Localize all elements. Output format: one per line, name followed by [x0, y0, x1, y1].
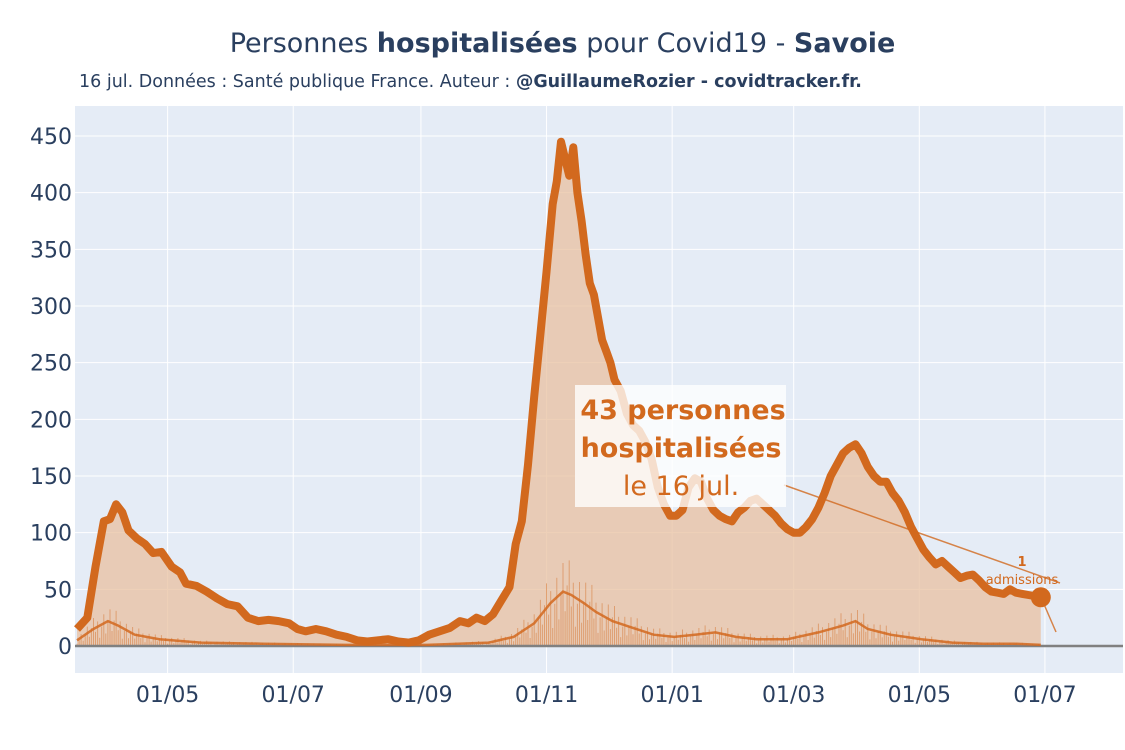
admissions-text: admissions	[986, 573, 1059, 588]
subtitle-author: @GuillaumeRozier - covidtracker.fr.	[515, 72, 862, 92]
annotation-date: le 16 jul.	[623, 471, 739, 502]
y-tick-label: 0	[58, 635, 72, 660]
y-tick-label: 350	[30, 238, 72, 263]
admissions-pointer	[783, 484, 1061, 584]
chart-title: Personnes hospitalisées pour Covid19 - S…	[0, 28, 1125, 59]
reanimations-line	[76, 590, 1041, 647]
x-tick-label: 01/01	[640, 683, 703, 708]
hospitalisations-line	[74, 137, 1042, 647]
y-tick-label: 50	[44, 578, 72, 603]
y-tick-label: 200	[30, 408, 72, 433]
y-tick-label: 400	[30, 182, 72, 207]
x-tick-label: 01/07	[1013, 683, 1076, 708]
y-tick-label: 300	[30, 295, 72, 320]
annotation-box: 43 personnes hospitalisées le 16 jul.	[575, 385, 786, 507]
hospitalisations-area	[77, 141, 1041, 646]
chart-subtitle: 16 jul. Données : Santé publique France.…	[79, 72, 862, 92]
admissions-count: 1	[1017, 555, 1026, 570]
x-tick-label: 01/11	[515, 683, 578, 708]
x-tick-label: 01/09	[389, 683, 452, 708]
title-prefix: Personnes	[229, 28, 377, 59]
x-tick-label: 01/07	[262, 683, 325, 708]
title-region: Savoie	[793, 28, 896, 59]
x-tick-label: 01/05	[888, 683, 951, 708]
title-bold: hospitalisées	[376, 28, 578, 59]
x-tick-label: 01/05	[136, 683, 199, 708]
subtitle-text: 16 jul. Données : Santé publique France.…	[79, 72, 516, 92]
annotation-value: 43 personnes	[580, 395, 785, 426]
y-tick-label: 250	[30, 352, 72, 377]
x-tick-label: 01/03	[762, 683, 825, 708]
x-axis-ticks: 01/05 01/07 01/09 01/11 01/01 01/03 01/05 01/07	[136, 683, 1077, 708]
last-value-marker	[1030, 587, 1051, 608]
y-tick-label: 150	[30, 465, 72, 490]
y-tick-label: 100	[30, 522, 72, 547]
y-tick-label: 450	[30, 125, 72, 150]
title-middle: pour Covid19 -	[577, 28, 794, 59]
annotation-label: hospitalisées	[581, 433, 782, 464]
y-axis-ticks: 0 50 100 150 200 250 300 350 400 450	[30, 125, 72, 660]
